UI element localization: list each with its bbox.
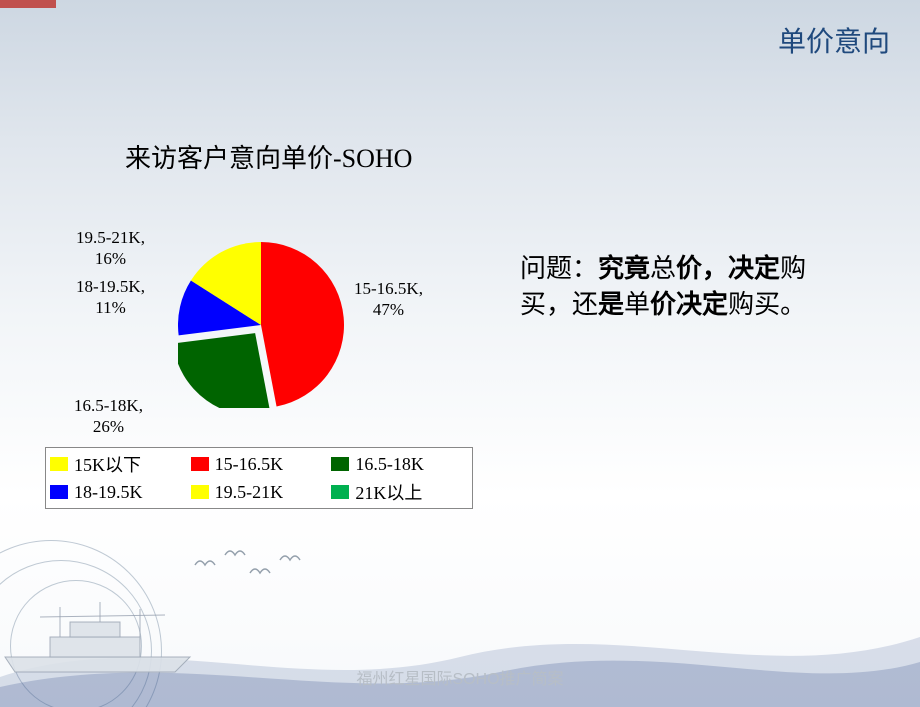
legend-item: 15K以下 — [48, 450, 189, 478]
legend-swatch — [191, 457, 209, 471]
pie-data-label: 18-19.5K, 11% — [76, 276, 145, 319]
legend-label: 19.5-21K — [215, 482, 284, 503]
pie-slice — [178, 333, 271, 408]
legend-swatch — [50, 457, 68, 471]
pie-data-label: 15-16.5K, 47% — [354, 278, 423, 321]
pie-data-label: 19.5-21K, 16% — [76, 227, 145, 270]
accent-bar — [0, 0, 56, 8]
legend-label: 15-16.5K — [215, 454, 284, 475]
legend-item: 15-16.5K — [189, 450, 330, 478]
footer-text: 福州红星国际SOHO推广简案 — [0, 665, 920, 689]
birds-icon — [190, 545, 310, 595]
pie-chart — [178, 242, 344, 408]
page-title: 单价意向 — [778, 20, 890, 60]
legend-swatch — [50, 485, 68, 499]
legend-swatch — [191, 485, 209, 499]
legend-item: 16.5-18K — [329, 450, 470, 478]
legend-swatch — [331, 457, 349, 471]
legend-label: 21K以上 — [355, 479, 422, 505]
slide: 单价意向 来访客户意向单价-SOHO 15-16.5K, 47% 16.5-18K… — [0, 0, 920, 707]
legend-swatch — [331, 485, 349, 499]
chart-title: 来访客户意向单价-SOHO — [125, 138, 412, 175]
legend-item: 19.5-21K — [189, 478, 330, 506]
legend-item: 18-19.5K — [48, 478, 189, 506]
pie-data-label: 16.5-18K, 26% — [74, 395, 143, 438]
legend-label: 16.5-18K — [355, 454, 424, 475]
legend-label: 15K以下 — [74, 451, 141, 477]
legend-item: 21K以上 — [329, 478, 470, 506]
chart-legend: 15K以下 15-16.5K 16.5-18K 18-19.5K 19.5-21K 21… — [45, 447, 473, 509]
legend-label: 18-19.5K — [74, 482, 143, 503]
pie-slice — [261, 242, 344, 407]
commentary-text: 问题：究竟总价，决定购买，还是单价决定购买。 — [520, 250, 820, 323]
